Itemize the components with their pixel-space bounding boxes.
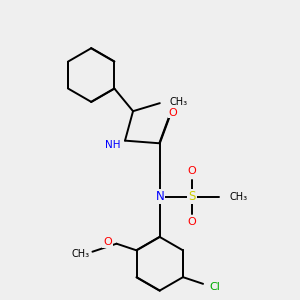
Text: S: S <box>188 190 196 203</box>
Text: O: O <box>103 237 112 247</box>
Text: Cl: Cl <box>210 281 220 292</box>
Text: CH₃: CH₃ <box>169 97 187 107</box>
Text: CH₃: CH₃ <box>230 192 247 202</box>
Text: CH₃: CH₃ <box>72 249 90 260</box>
Text: O: O <box>188 167 196 176</box>
Text: O: O <box>169 107 178 118</box>
Text: O: O <box>188 217 196 227</box>
Text: N: N <box>155 190 164 203</box>
Text: NH: NH <box>106 140 121 150</box>
